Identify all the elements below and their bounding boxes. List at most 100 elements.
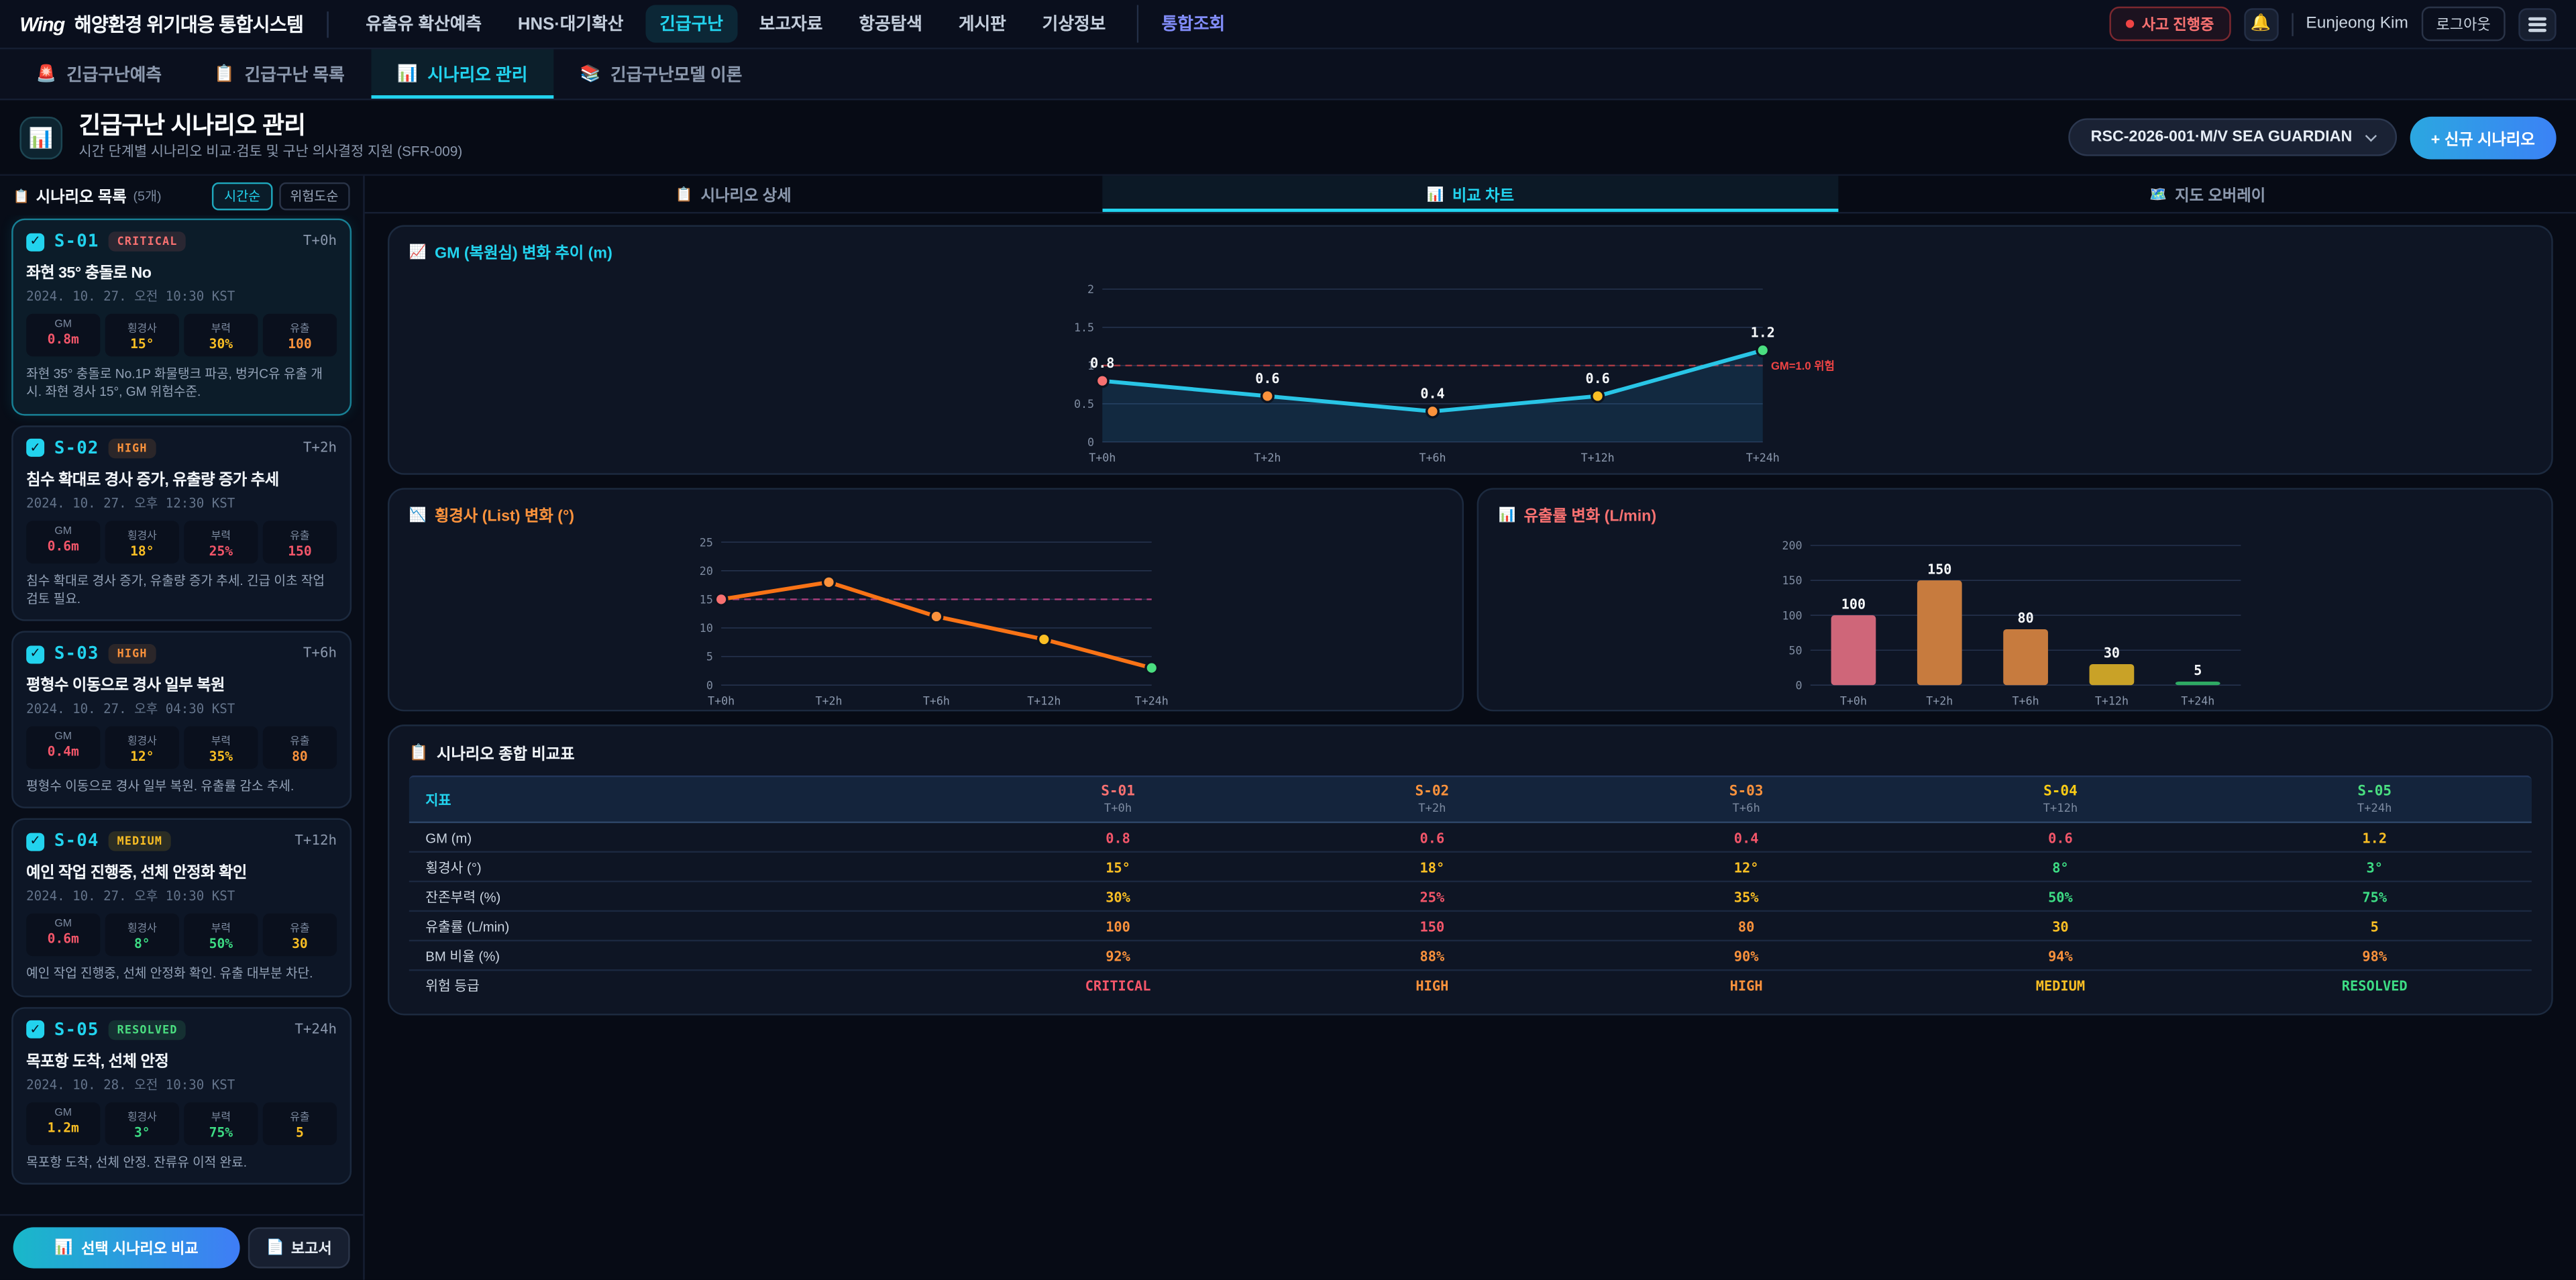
incident-select-dropdown[interactable]: RSC-2026-001·M/V SEA GUARDIAN [2068,118,2397,156]
nav-item-7[interactable]: 기상정보 [1042,15,1106,35]
nav-item-6[interactable]: 게시판 [958,15,1006,35]
comparison-table-card: 📋 시나리오 종합 비교표 지표 S-01 T+0h S-02 T+2h S-03 T+6h… [387,725,2553,1016]
stat-label: GM [54,319,72,331]
svg-text:0: 0 [1087,436,1094,449]
scenario-description: 좌현 35° 충돌로 No.1P 화물탱크 파공, 벙커C유 유출 개시. 좌현… [26,366,323,400]
stat-value: 25% [209,543,233,558]
stat-box: 부력 30% [184,313,258,357]
svg-text:20: 20 [699,565,712,578]
scenario-checkbox[interactable]: ✓ [26,439,45,458]
scenario-description: 예인 작업 진행중, 선체 안정화 확인. 유출 대부분 차단. [26,967,313,982]
scenario-card-s-02[interactable]: ✓ S-02 HIGH T+2h 침수 확대로 경사 증가, 유출량 증가 추세 2024… [11,425,352,622]
stat-label: GM [54,525,72,537]
nav-item-3[interactable]: 긴급구난 [645,5,738,43]
module-tab-icon: 📚 [580,64,601,83]
svg-text:15: 15 [699,594,712,606]
scenario-card-s-05[interactable]: ✓ S-05 RESOLVED T+24h 목포항 도착, 선체 안정 2024. 10.… [11,1006,352,1185]
chart-holder: 0 0.5 1 1.5 2 T+0h T+2h T+6h T+12h T+24h GM=1.0 위험… [409,263,2532,467]
stat-label: 횡경사 [127,924,157,936]
stat-label: 유출 [290,1112,310,1124]
notifications-button[interactable]: 🔔 [2243,7,2278,40]
row-value: 1.2 [2362,829,2387,845]
nav-item-2[interactable]: HNS·대기확산 [517,15,624,35]
scenario-checkbox[interactable]: ✓ [26,645,45,663]
stat-value: 12° [130,749,154,765]
document-icon: 📄 [266,1238,285,1256]
scenario-card-header: ✓ S-05 RESOLVED T+24h [26,1020,337,1040]
scenario-checkbox[interactable]: ✓ [26,833,45,851]
column-scenario-id: S-05 [2357,784,2392,800]
svg-text:T+6h: T+6h [922,695,949,708]
app-logo: Wing [19,12,65,36]
gm-trend-chart-card: 📈 GM (복원심) 변화 추이 (m) 0 0.5 1 1.5 2 T+0h T+2h T+6h… [387,225,2553,475]
logout-button[interactable]: 로그아웃 [2421,6,2506,42]
chart-title-icon: 📈 [409,242,427,259]
scenario-time-offset: T+24h [294,1021,337,1038]
module-tab-2[interactable]: 📋 긴급구난 목록 [188,49,371,98]
report-button[interactable]: 📄 보고서 [248,1227,350,1269]
nav-item-5[interactable]: 항공탐색 [859,15,922,35]
stat-value: 150 [288,543,312,558]
view-tab-icon: 📊 [1426,184,1444,201]
nav-item-8[interactable]: 통합조회 [1136,5,1240,43]
row-value: 12° [1733,858,1759,875]
row-value: MEDIUM [2035,977,2086,994]
module-tab-4[interactable]: 📚 긴급구난모델 이론 [554,49,769,98]
row-value: HIGH [1729,977,1763,994]
row-metric-label: BM 비율 (%) [425,947,500,964]
row-value: RESOLVED [2341,977,2408,994]
hamburger-menu-button[interactable] [2518,7,2557,40]
module-tab-3[interactable]: 📊 시나리오 관리 [370,49,554,99]
column-time-offset: T+0h [1104,802,1132,815]
stat-label: 유출 [290,530,310,542]
view-tab-3[interactable]: 🗺️ 지도 오버레이 [1839,176,2576,212]
view-tab-2[interactable]: 📊 비교 차트 [1102,176,1839,212]
column-time-offset: T+6h [1732,802,1760,815]
row-value: 0.6 [2048,829,2073,845]
column-scenario-id: S-01 [1101,784,1135,800]
scenario-card-s-04[interactable]: ✓ S-04 MEDIUM T+12h 예인 작업 진행중, 선체 안정화 확인 2024… [11,818,352,997]
row-value: 35% [1733,888,1759,905]
row-value: 80 [1737,917,1755,935]
svg-text:150: 150 [1927,561,1951,577]
nav-item-4[interactable]: 보고자료 [759,15,823,35]
table-row: BM 비율 (%) 92% 88% 90% 94% 98% [409,941,2532,971]
stat-box: GM 0.4m [26,726,101,769]
scenario-card-s-01[interactable]: ✓ S-01 CRITICAL T+0h 좌현 35° 충돌로 No 2024. 10. … [11,218,352,415]
stat-value: 1.2m [47,1120,79,1135]
scenario-card-s-03[interactable]: ✓ S-03 HIGH T+6h 평형수 이동으로 경사 일부 복원 2024. 10. … [11,631,352,810]
module-tab-1[interactable]: 🚨 긴급구난예측 [10,49,189,98]
sort-button-2[interactable]: 위험도순 [278,181,350,210]
svg-text:0.6: 0.6 [1255,370,1279,386]
view-tab-1[interactable]: 📋 시나리오 상세 [365,176,1102,212]
stat-label: 횡경사 [127,530,157,542]
stat-box: 부력 25% [184,520,258,564]
status-dot-icon [2125,19,2134,28]
scenario-checkbox[interactable]: ✓ [26,232,45,251]
chart-row: 📉 횡경사 (List) 변화 (°) 0 5 10 15 20 25 T+0h T+2h T+6h… [387,488,2553,712]
scenario-time-offset: T+0h [303,233,337,250]
svg-text:0.8: 0.8 [1090,355,1114,371]
new-scenario-button[interactable]: + 신규 시나리오 [2409,115,2557,159]
svg-text:T+0h: T+0h [707,695,734,708]
stat-label: GM [54,731,72,743]
sort-button-1[interactable]: 시간순 [213,181,272,210]
stat-box: 횡경사 12° [105,726,179,769]
table-column-header: S-03 T+6h [1589,784,1903,815]
nav-item-1[interactable]: 유출유 확산예측 [366,15,482,35]
comparison-table-title: 📋 시나리오 종합 비교표 [409,743,575,764]
table-row: 횡경사 (°) 15° 18° 12° 8° 3° [409,853,2532,883]
scenario-checkbox[interactable]: ✓ [26,1020,45,1039]
scenario-datetime: 2024. 10. 27. 오후 10:30 KST [26,890,235,905]
row-value: 0.8 [1106,829,1130,845]
row-value: 50% [2048,888,2073,905]
compare-scenarios-button[interactable]: 📊 선택 시나리오 비교 [13,1227,240,1269]
module-tab-label: 긴급구난 목록 [244,64,345,85]
svg-text:T+2h: T+2h [814,695,841,708]
stat-value: 18° [130,543,154,558]
scenario-title: 침수 확대로 경사 증가, 유출량 증가 추세 [26,470,279,489]
scenario-sidebar: 📋 시나리오 목록 (5개) 시간순 위험도순 ✓ S-01 CRITICAL T+0h… [0,176,365,1280]
scenario-title: 좌현 35° 충돌로 No [26,264,152,283]
svg-text:T+2h: T+2h [1925,695,1952,708]
svg-text:T+12h: T+12h [1026,695,1060,708]
